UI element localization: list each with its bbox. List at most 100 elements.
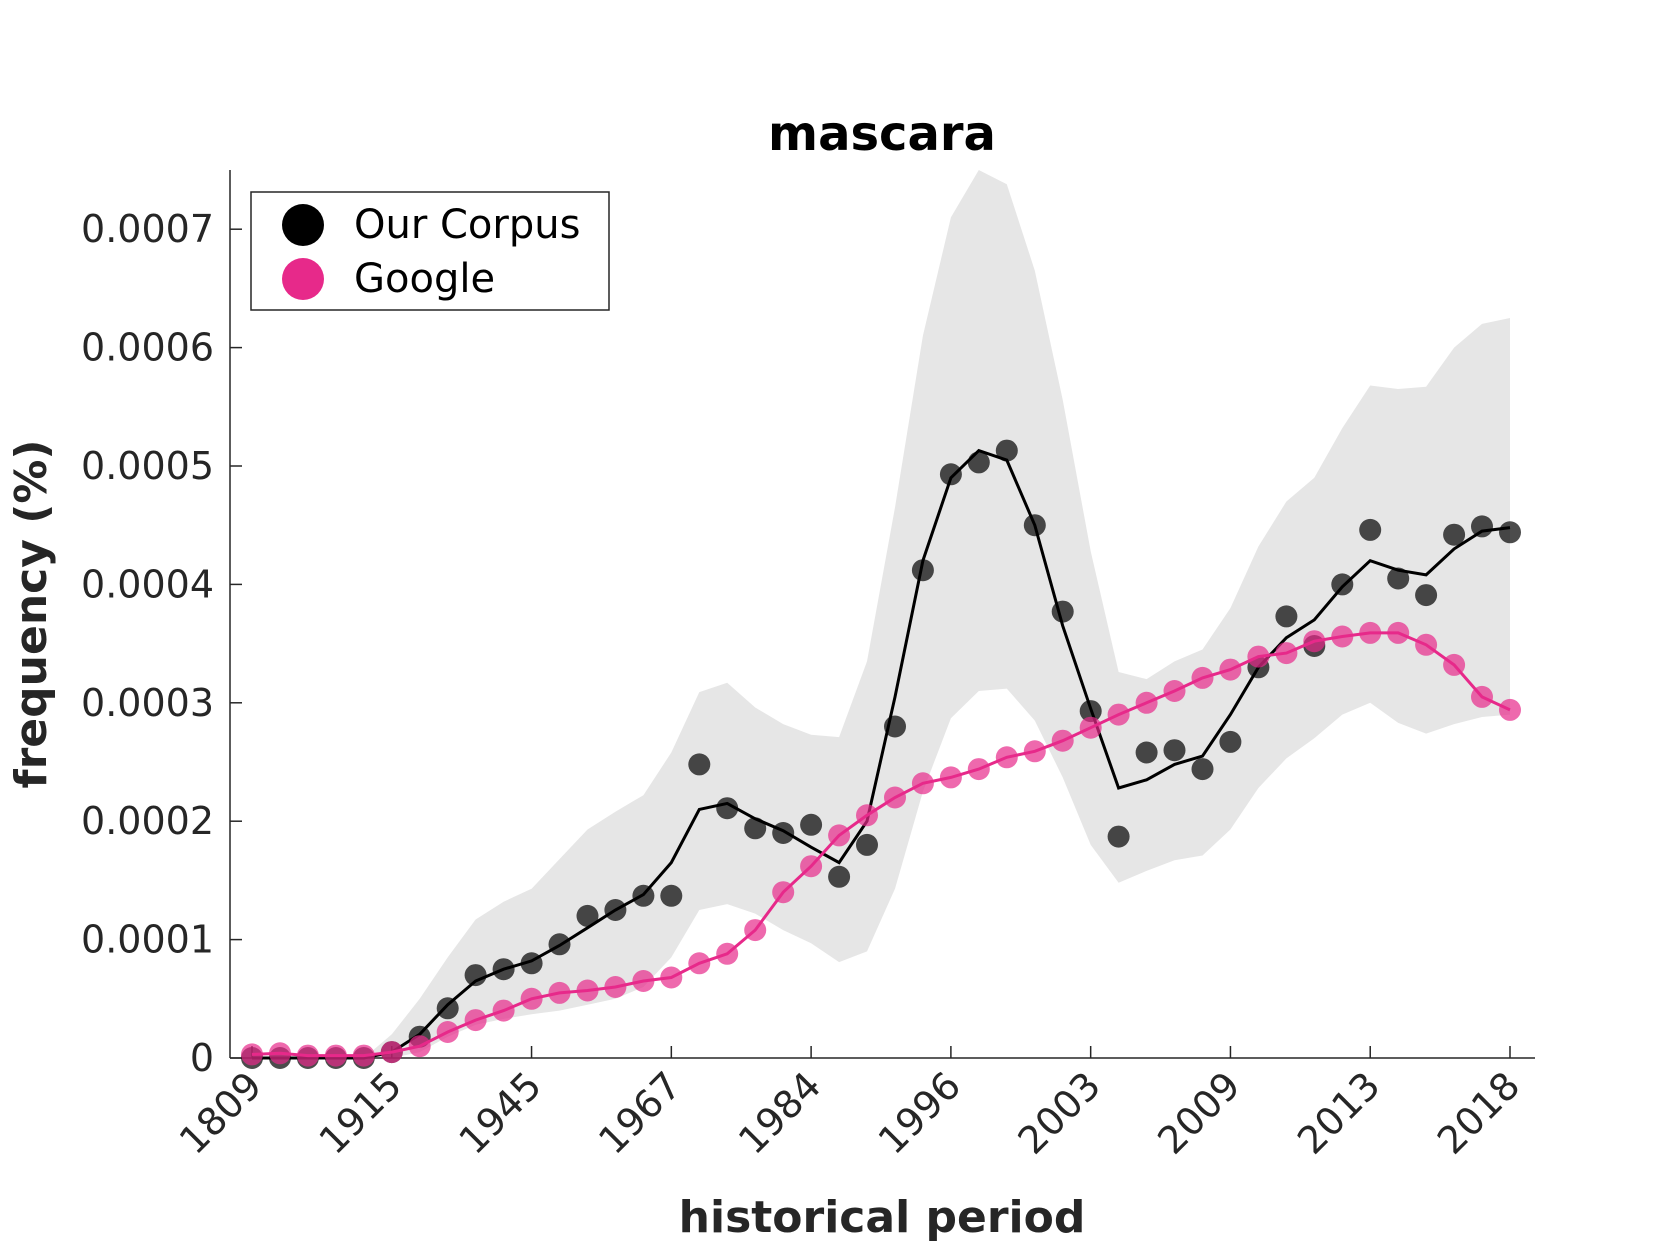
- point-our-corpus: [576, 904, 599, 927]
- point-our-corpus: [1079, 700, 1102, 723]
- point-our-corpus: [744, 817, 767, 840]
- point-google: [1387, 621, 1410, 644]
- point-our-corpus: [1163, 739, 1186, 762]
- chart-title: mascara: [768, 106, 996, 162]
- point-our-corpus: [716, 797, 739, 820]
- point-our-corpus: [1443, 523, 1466, 546]
- point-our-corpus: [939, 463, 962, 486]
- point-google: [800, 855, 823, 878]
- point-our-corpus: [1471, 515, 1493, 538]
- point-google: [1415, 633, 1438, 656]
- point-google: [604, 976, 627, 998]
- point-google: [744, 919, 767, 942]
- y-tick-label: 0.0006: [81, 326, 214, 370]
- point-our-corpus: [995, 439, 1018, 462]
- point-google: [856, 804, 878, 827]
- point-google: [380, 1041, 403, 1064]
- point-google: [324, 1044, 347, 1067]
- point-google: [1443, 653, 1466, 676]
- point-google: [772, 881, 795, 904]
- point-our-corpus: [1023, 514, 1046, 537]
- y-tick-label: 0.0005: [81, 444, 214, 488]
- point-google: [1107, 703, 1130, 726]
- x-axis-label: historical period: [679, 1192, 1086, 1243]
- point-google: [716, 942, 739, 965]
- point-google: [1331, 625, 1354, 648]
- point-google: [1247, 645, 1270, 668]
- point-google: [911, 772, 934, 795]
- legend-label-our-corpus: Our Corpus: [354, 202, 580, 248]
- point-google: [632, 970, 655, 992]
- point-our-corpus: [884, 715, 906, 738]
- point-google: [296, 1044, 319, 1067]
- point-our-corpus: [660, 884, 683, 907]
- point-our-corpus: [1331, 573, 1354, 596]
- point-google: [408, 1035, 431, 1058]
- point-google: [1135, 691, 1158, 714]
- y-tick-label: 0.0003: [81, 681, 214, 725]
- y-axis-label: frequency (%): [6, 439, 57, 788]
- point-our-corpus: [1275, 605, 1298, 628]
- point-google: [1275, 642, 1298, 665]
- x-ticks: 1809 1915 1945 1967 1984 1996 2003 2009 2013 2018: [171, 1046, 1529, 1163]
- point-google: [436, 1021, 459, 1043]
- point-google: [464, 1009, 487, 1032]
- point-google: [1023, 740, 1046, 763]
- y-tick-label: 0: [190, 1036, 214, 1080]
- x-tick-label: 1809: [171, 1063, 271, 1163]
- point-our-corpus: [1219, 730, 1242, 753]
- point-google: [1219, 658, 1242, 681]
- point-our-corpus: [828, 865, 851, 888]
- axes: [229, 170, 1535, 1059]
- x-tick-label: 1984: [730, 1063, 830, 1163]
- point-our-corpus: [520, 952, 543, 975]
- confidence-band-layer: [252, 170, 1510, 1058]
- point-our-corpus: [1359, 518, 1382, 541]
- series-line-our-corpus: [252, 448, 1511, 1060]
- point-our-corpus: [772, 822, 795, 844]
- point-our-corpus: [856, 833, 878, 856]
- point-google: [1051, 729, 1074, 752]
- point-google: [576, 979, 599, 1002]
- point-our-corpus: [911, 559, 934, 582]
- series-layer: [241, 439, 1521, 1069]
- point-google: [939, 766, 962, 789]
- point-google: [660, 966, 683, 989]
- point-google: [688, 952, 711, 975]
- y-tick-label: 0.0002: [81, 799, 214, 843]
- point-google: [1303, 630, 1326, 653]
- point-google: [995, 746, 1018, 769]
- point-google: [1471, 685, 1493, 708]
- point-google: [1163, 680, 1186, 702]
- x-tick-label: 2018: [1429, 1063, 1529, 1163]
- y-ticks: 0 0.0001 0.0002 0.0003 0.0004 0.0005 0.0006 0.0…: [81, 207, 242, 1080]
- x-tick-label: 1945: [450, 1063, 550, 1163]
- point-our-corpus: [632, 884, 655, 907]
- point-our-corpus: [800, 813, 823, 836]
- x-tick-label: 2009: [1149, 1063, 1249, 1163]
- x-tick-label: 2003: [1010, 1063, 1110, 1163]
- legend: Our Corpus Google: [250, 191, 610, 311]
- point-google: [492, 999, 515, 1022]
- point-our-corpus: [1499, 521, 1521, 544]
- point-google: [241, 1043, 263, 1066]
- point-google: [1359, 621, 1382, 644]
- point-our-corpus: [967, 451, 990, 474]
- point-google: [884, 786, 906, 809]
- point-our-corpus: [1107, 825, 1130, 848]
- point-google: [269, 1042, 291, 1065]
- legend-marker-our-corpus: [282, 204, 324, 246]
- legend-label-google: Google: [354, 256, 495, 302]
- point-google: [1079, 716, 1102, 739]
- point-google: [520, 987, 543, 1010]
- point-our-corpus: [1415, 584, 1438, 607]
- point-our-corpus: [1051, 600, 1074, 623]
- point-our-corpus: [492, 958, 515, 981]
- x-tick-label: 1967: [590, 1063, 690, 1163]
- confidence-band: [252, 170, 1510, 1058]
- point-google: [1499, 698, 1521, 721]
- point-google: [967, 758, 990, 781]
- y-tick-label: 0.0007: [81, 207, 214, 251]
- point-google: [828, 824, 851, 847]
